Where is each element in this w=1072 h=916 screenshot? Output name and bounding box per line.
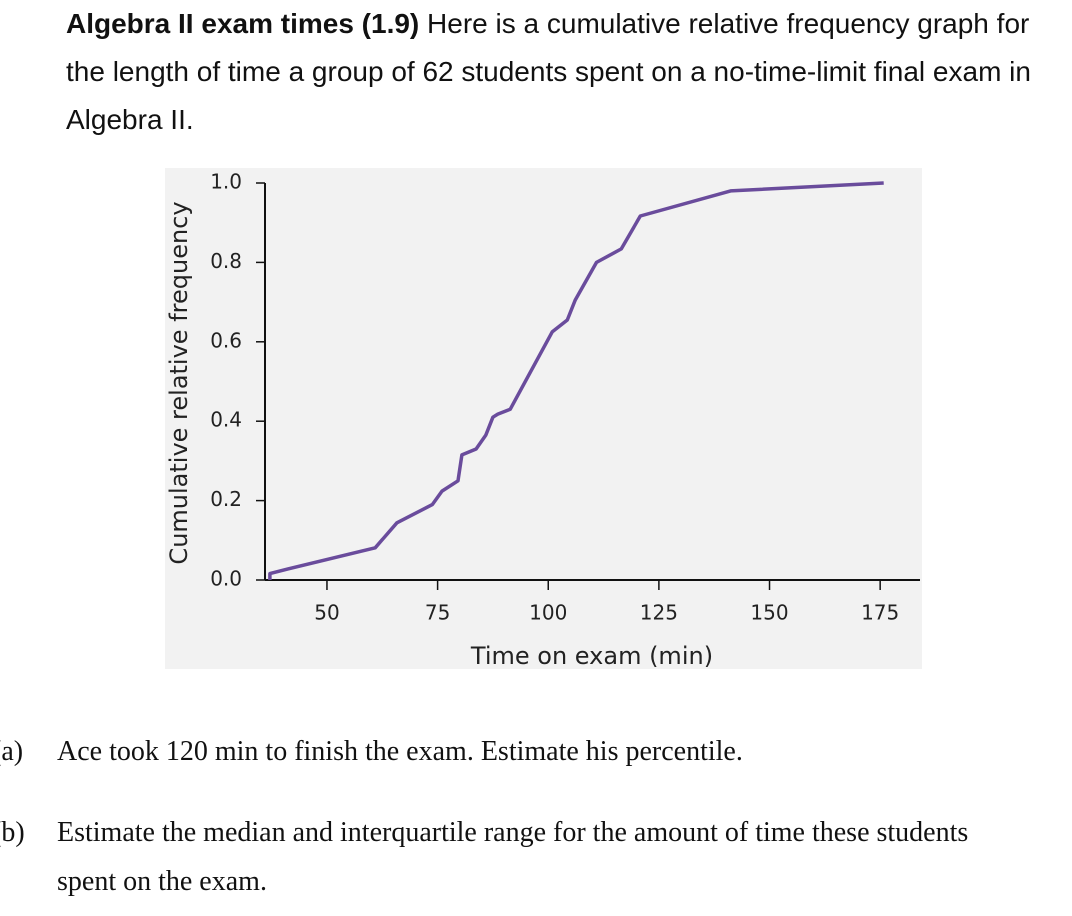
- y-tick-label: 0.6: [210, 328, 242, 352]
- cumulative-line: [268, 181, 884, 580]
- x-tick-label: 100: [529, 601, 567, 625]
- x-tick-label: 150: [750, 601, 788, 625]
- question-text: Estimate the median and interquartile ra…: [57, 817, 969, 897]
- x-axis-label: Time on exam (min): [470, 642, 713, 670]
- question-label: (a): [0, 736, 24, 767]
- x-tick-label: 175: [861, 601, 899, 625]
- chart-background: [165, 168, 922, 669]
- x-tick-label: 50: [314, 601, 339, 625]
- y-tick-label: 0.2: [210, 487, 242, 511]
- question-label: (b): [0, 817, 25, 848]
- question-text: Ace took 120 min to finish the exam. Est…: [57, 736, 743, 767]
- y-tick-label: 0.8: [210, 249, 242, 273]
- y-tick-label: 1.0: [210, 170, 242, 194]
- x-tick-label: 125: [640, 601, 678, 625]
- y-tick-label: 0.4: [210, 408, 242, 432]
- x-tick-label: 75: [425, 601, 450, 625]
- y-tick-label: 0.0: [210, 567, 242, 591]
- y-axis-label: Cumulative relative frequency: [165, 201, 193, 564]
- problem-label: Algebra II exam times (1.9): [66, 8, 420, 39]
- problem-text: Here is a cumulative relative frequency …: [66, 8, 1031, 135]
- problem-intro: Algebra II exam times (1.9) Here is a cu…: [66, 0, 1056, 144]
